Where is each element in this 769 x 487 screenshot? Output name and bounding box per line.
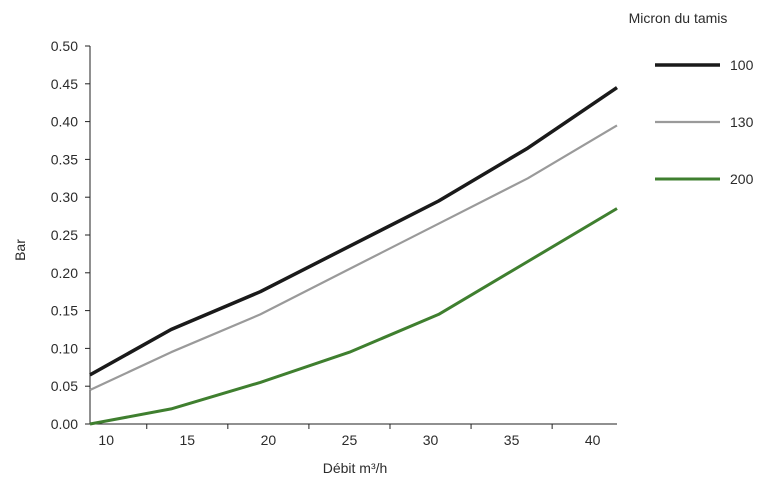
y-tick-label: 0.50	[51, 38, 78, 54]
legend-label-130: 130	[730, 114, 754, 130]
x-axis-title: Débit m³/h	[323, 460, 388, 476]
y-tick-label: 0.25	[51, 227, 78, 243]
y-tick-label: 0.15	[51, 303, 78, 319]
y-tick-label: 0.10	[51, 340, 78, 356]
y-tick-label: 0.00	[51, 416, 78, 432]
x-tick-label: 30	[423, 432, 439, 448]
y-tick-label: 0.45	[51, 76, 78, 92]
series-group	[89, 86, 618, 426]
series-line-100	[89, 86, 618, 377]
y-tick-label: 0.40	[51, 114, 78, 130]
y-tick-label: 0.35	[51, 151, 78, 167]
y-tick-label: 0.05	[51, 378, 78, 394]
x-tick-label: 15	[180, 432, 196, 448]
x-tick-label: 25	[342, 432, 358, 448]
legend: 100 130 200	[655, 57, 754, 187]
legend-label-100: 100	[730, 57, 754, 73]
x-tick-label: 40	[585, 432, 601, 448]
series-line-200	[89, 207, 618, 426]
y-tick-label: 0.20	[51, 265, 78, 281]
x-tick-label: 20	[261, 432, 277, 448]
x-tick-label: 10	[98, 432, 114, 448]
axes: 0.00 0.05 0.10 0.15 0.20 0.25 0.30 0.35 0.40 0.45…	[51, 38, 617, 448]
x-tick-label: 35	[504, 432, 520, 448]
series-line-130	[89, 124, 618, 391]
legend-label-200: 200	[730, 171, 754, 187]
y-tick-label: 0.30	[51, 189, 78, 205]
legend-title: Micron du tamis	[629, 10, 728, 26]
y-axis-title: Bar	[12, 239, 28, 261]
